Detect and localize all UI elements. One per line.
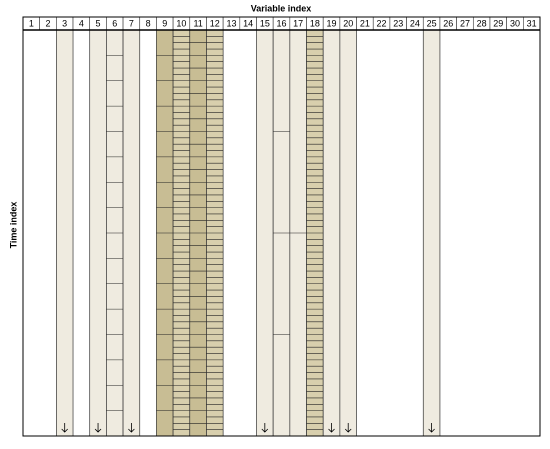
column-label: 19 xyxy=(327,18,337,28)
column-label: 18 xyxy=(310,18,320,28)
grid: 1 2 3 4 5 6 7 8 9 10 11 12 13 14 15 16 17 18 19 20 21 22 23 24 2… xyxy=(22,16,541,437)
column-label: 22 xyxy=(377,18,387,28)
column-label: 4 xyxy=(79,18,84,28)
column xyxy=(89,29,107,437)
column-label: 23 xyxy=(393,18,403,28)
column-label: 7 xyxy=(129,18,134,28)
down-arrow xyxy=(61,423,68,433)
down-arrow xyxy=(344,423,352,433)
column-label: 30 xyxy=(510,18,520,28)
column-label: 8 xyxy=(146,18,151,28)
axis-label: Time index xyxy=(8,202,18,249)
column-label: 28 xyxy=(477,18,487,28)
column-label: 27 xyxy=(460,18,470,28)
column-label: 26 xyxy=(443,18,453,28)
column xyxy=(422,29,441,437)
column-label: 31 xyxy=(527,18,537,28)
column-label: 13 xyxy=(226,18,236,28)
column-label: 14 xyxy=(243,18,253,28)
column-label: 21 xyxy=(360,18,370,28)
column-label: 12 xyxy=(210,18,220,28)
column-label: 9 xyxy=(162,18,167,28)
column xyxy=(339,29,357,437)
column-label: 29 xyxy=(493,18,503,28)
column-label: 20 xyxy=(343,18,353,28)
column-label: 5 xyxy=(96,18,101,28)
column-label: 3 xyxy=(62,18,67,28)
column xyxy=(322,29,341,437)
column xyxy=(56,29,74,437)
column-label: 15 xyxy=(260,18,270,28)
down-arrow xyxy=(428,423,435,433)
column-label: 11 xyxy=(193,18,202,28)
down-arrow xyxy=(328,423,335,433)
down-arrow xyxy=(128,423,135,433)
column-label: 16 xyxy=(276,18,286,28)
column-label: 25 xyxy=(427,18,437,28)
outer-border xyxy=(22,16,541,437)
column-label: 6 xyxy=(112,18,117,28)
column xyxy=(122,29,141,437)
column xyxy=(256,29,274,437)
down-arrow xyxy=(94,423,102,433)
title: Variable index xyxy=(251,3,312,13)
column-label: 1 xyxy=(29,18,34,28)
down-arrow xyxy=(261,423,269,433)
column-label: 24 xyxy=(410,18,420,28)
column-label: 2 xyxy=(46,18,51,28)
column-label: 10 xyxy=(176,18,186,28)
column-label: 17 xyxy=(293,18,303,28)
